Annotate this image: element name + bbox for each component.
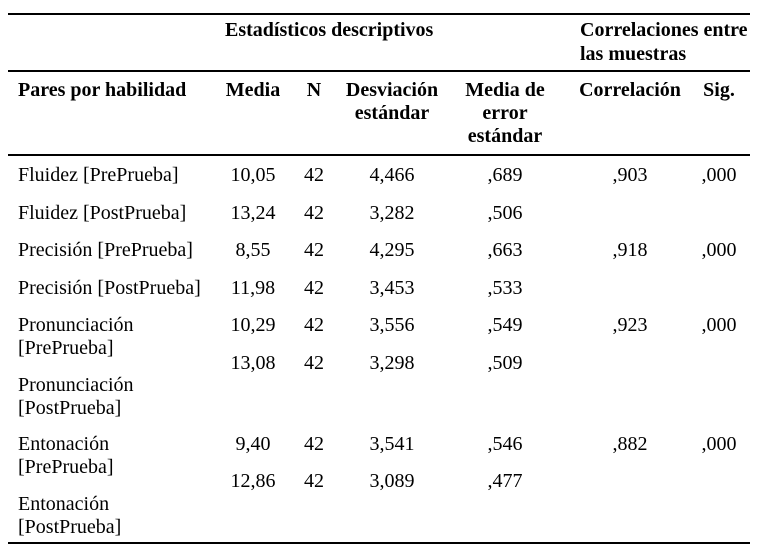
pair-label-line: Pronunciación <box>18 374 134 396</box>
rule-below-column-headers <box>8 154 750 156</box>
cell-sd: 4,295 <box>369 239 415 261</box>
pair-label-line: Entonación <box>18 493 110 515</box>
cell-se: ,509 <box>487 352 523 374</box>
cell-se: ,546 <box>487 433 523 455</box>
cell-se: ,663 <box>487 239 523 261</box>
cell-corr: ,923 <box>612 314 648 336</box>
cell-sig: ,000 <box>701 433 737 455</box>
cell-sd: 3,282 <box>369 202 415 224</box>
cell-media: 10,05 <box>230 164 276 186</box>
cell-corr: ,903 <box>612 164 648 186</box>
pair-label-post: Pronunciación [PostPrueba] <box>18 374 213 420</box>
pair-label-line: [PrePrueba] <box>18 456 114 478</box>
pair-label-pre: Entonación [PrePrueba] <box>18 433 213 479</box>
cell-media: 13,24 <box>230 202 276 224</box>
column-header-pares-por-habilidad: Pares por habilidad <box>18 79 187 101</box>
cell-corr: ,918 <box>612 239 648 261</box>
pair-label-pre: Pronunciación [PrePrueba] <box>18 314 213 360</box>
cell-se: ,533 <box>487 277 523 299</box>
column-header-n: N <box>306 79 322 101</box>
cell-corr: ,882 <box>612 433 648 455</box>
cell-sd: 3,298 <box>369 352 415 374</box>
cell-sig: ,000 <box>701 239 737 261</box>
pair-label-post: Entonación [PostPrueba] <box>18 493 213 539</box>
cell-n: 42 <box>304 433 324 455</box>
pair-label-post: Fluidez [PostPrueba] <box>18 202 187 224</box>
cell-se: ,549 <box>487 314 523 336</box>
cell-se: ,689 <box>487 164 523 186</box>
cell-sd: 3,089 <box>369 470 415 492</box>
cell-se: ,477 <box>487 470 523 492</box>
pair-label-post: Precisión [PostPrueba] <box>18 277 201 299</box>
column-header-correlacion: Correlación <box>579 79 681 101</box>
pair-label-line: Pronunciación <box>18 314 134 336</box>
cell-sd: 4,466 <box>369 164 415 186</box>
pair-label-line: [PostPrueba] <box>18 397 122 419</box>
cell-media: 8,55 <box>235 239 271 261</box>
cell-n: 42 <box>304 164 324 186</box>
cell-media: 11,98 <box>230 277 276 299</box>
cell-se: ,506 <box>487 202 523 224</box>
group-header-correlations: Correlaciones entre las muestras <box>580 19 748 65</box>
column-header-desviacion-estandar: Desviación estándar <box>345 79 439 124</box>
rule-bottom <box>8 542 750 544</box>
rule-below-group-headers <box>8 70 750 72</box>
cell-n: 42 <box>304 352 324 374</box>
cell-media: 10,29 <box>230 314 276 336</box>
cell-sig: ,000 <box>701 314 737 336</box>
pair-label-line: [PostPrueba] <box>18 516 122 538</box>
column-header-media-de-error-estandar: Media de error estándar <box>465 79 545 147</box>
cell-sig: ,000 <box>701 164 737 186</box>
pair-label-pre: Precisión [PrePrueba] <box>18 239 193 261</box>
pair-label-line: Entonación <box>18 433 110 455</box>
pair-label-pre: Fluidez [PrePrueba] <box>18 164 179 186</box>
cell-sd: 3,453 <box>369 277 415 299</box>
cell-n: 42 <box>304 277 324 299</box>
cell-media: 12,86 <box>230 470 276 492</box>
cell-sd: 3,541 <box>369 433 415 455</box>
column-header-media: Media <box>225 79 281 101</box>
cell-media: 9,40 <box>235 433 271 455</box>
cell-n: 42 <box>304 470 324 492</box>
cell-sd: 3,556 <box>369 314 415 336</box>
cell-n: 42 <box>304 202 324 224</box>
column-header-sig: Sig. <box>703 79 735 101</box>
cell-n: 42 <box>304 239 324 261</box>
group-header-descriptive-statistics: Estadísticos descriptivos <box>225 19 434 41</box>
cell-media: 13,08 <box>230 352 276 374</box>
pair-label-line: [PrePrueba] <box>18 337 114 359</box>
rule-top <box>8 13 750 15</box>
cell-n: 42 <box>304 314 324 336</box>
